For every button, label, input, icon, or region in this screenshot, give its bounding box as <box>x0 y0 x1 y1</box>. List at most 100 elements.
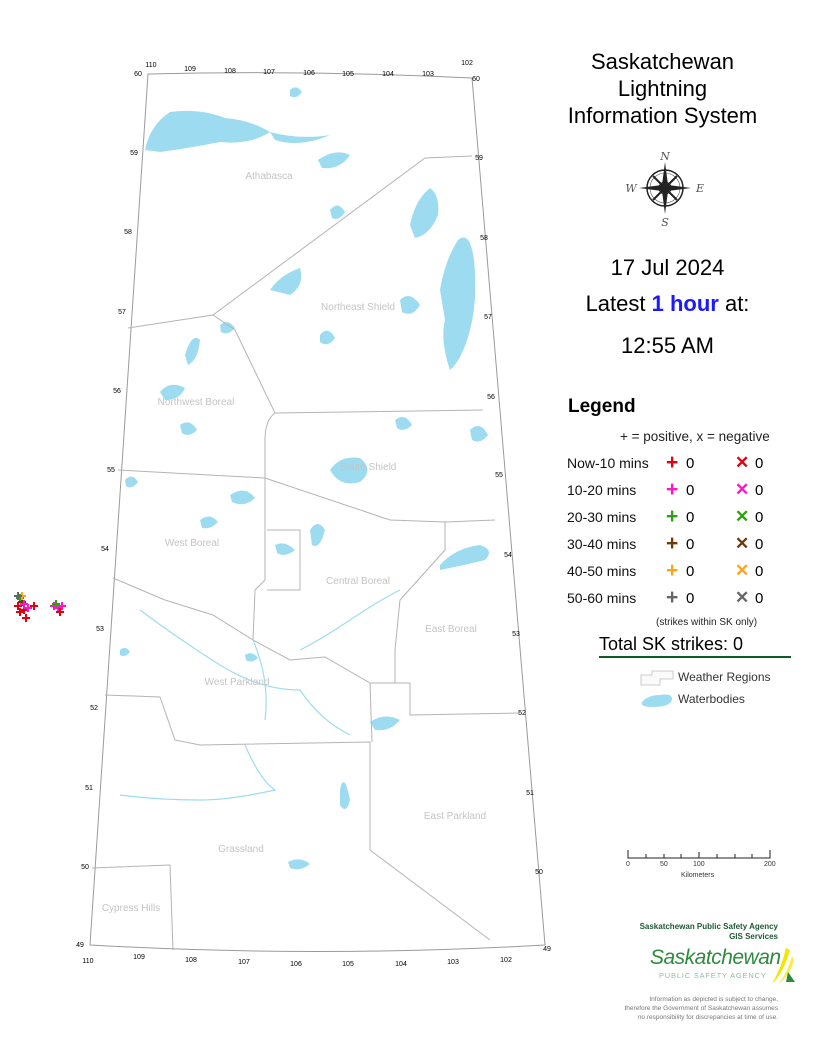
positive-strike-icon: + <box>666 586 679 609</box>
positive-strike-icon: + <box>666 559 679 582</box>
strike-marker <box>52 600 60 608</box>
latitude-label: 60 <box>134 71 142 78</box>
strike-marker <box>20 600 28 608</box>
waterbody <box>370 716 400 731</box>
positive-strike-icon: + <box>666 532 679 555</box>
longitude-label: 107 <box>263 69 275 76</box>
region-label: West Parkland <box>205 677 270 688</box>
negative-count: 0 <box>755 482 764 499</box>
waterbody <box>410 188 439 238</box>
latitude-label: 50 <box>535 869 543 876</box>
latitude-label: 58 <box>480 235 488 242</box>
negative-count: 0 <box>755 455 764 472</box>
longitude-label: 110 <box>82 958 93 965</box>
scale-tick: 100 <box>693 861 705 868</box>
negative-strike-icon: ✕ <box>735 480 750 499</box>
waterbody <box>310 524 325 546</box>
legend-row: 10-20 mins +0 ✕ 0 <box>567 479 787 502</box>
latitude-label: 56 <box>487 394 495 401</box>
latest-prefix: Latest <box>585 291 652 316</box>
legend-row-label: 30-40 mins <box>567 536 637 552</box>
time-label: 12:55 AM <box>621 333 714 358</box>
waterbody <box>245 653 258 662</box>
disclaimer-line: therefore the Government of Saskatchewan… <box>624 1005 778 1012</box>
legend-note: (strikes within SK only) <box>656 617 758 628</box>
region-label: Grassland <box>218 844 264 855</box>
weather-region-swatch-icon <box>640 670 674 686</box>
waterbody <box>270 268 302 295</box>
latitude-label: 54 <box>504 552 512 559</box>
compass-west: W <box>625 182 638 195</box>
negative-strike-icon: ✕ <box>735 507 750 526</box>
negative-count: 0 <box>755 509 764 526</box>
weather-region-boundaries <box>89 72 546 952</box>
latest-period: Latest 1 hour at: <box>560 291 775 317</box>
waterbody <box>125 476 138 488</box>
strike-marker <box>14 592 22 600</box>
waterbody <box>160 384 185 400</box>
waterbody <box>220 322 235 334</box>
negative-strike-icon: ✕ <box>735 561 750 580</box>
negative-count: 0 <box>755 563 764 580</box>
positive-strike-icon: + <box>666 505 679 528</box>
longitude-label: 108 <box>224 68 236 75</box>
agency-credit: Saskatchewan Public Safety Agency GIS Se… <box>600 922 778 942</box>
legend-row: 50-60 mins +0 ✕ 0 <box>567 586 787 610</box>
province-map[interactable]: Athabasca Northeast Shield Northwest Borea… <box>0 0 580 1056</box>
latitude-label: 57 <box>118 309 126 316</box>
date-label: 17 Jul 2024 <box>610 255 725 280</box>
negative-count: 0 <box>755 536 764 553</box>
negative-strike-icon: ✕ <box>735 453 750 472</box>
strike-marker <box>24 604 32 612</box>
negative-strike-icon: ✕ <box>735 588 750 607</box>
legend-row-label: 40-50 mins <box>567 563 637 579</box>
legend-row: Now-10 mins +0 ✕ 0 <box>567 451 787 475</box>
compass-rose-icon: N S W E <box>625 150 704 229</box>
waterbody <box>200 516 218 529</box>
scale-unit: Kilometers <box>681 872 715 879</box>
title-line: Information System <box>567 103 758 128</box>
legend-row: 20-30 mins +0 ✕ 0 <box>567 505 787 529</box>
latitude-label: 49 <box>543 946 551 953</box>
waterbody <box>145 110 270 152</box>
title-line: Lightning <box>617 76 708 101</box>
logo-text: Saskatchewan <box>650 946 781 969</box>
key-label: Weather Regions <box>678 670 771 684</box>
waterbody <box>340 782 350 809</box>
strike-marker <box>14 602 22 610</box>
disclaimer: Information as depicted is subject to ch… <box>590 995 778 1022</box>
scale-tick: 200 <box>764 861 776 868</box>
latitude-label: 51 <box>85 785 93 792</box>
latitude-label: 59 <box>475 155 483 162</box>
latitude-label: 52 <box>90 705 98 712</box>
longitude-label: 102 <box>500 957 512 964</box>
latitude-label: 58 <box>124 229 132 236</box>
agency-services: GIS Services <box>729 932 778 941</box>
latitude-label: 53 <box>512 631 520 638</box>
spsa-logo: Saskatchewan PUBLIC SAFETY AGENCY <box>650 946 800 986</box>
latitude-label: 51 <box>526 790 534 797</box>
longitude-label: 104 <box>395 961 407 968</box>
positive-strike-icon: + <box>666 451 679 474</box>
legend-subtitle: + = positive, x = negative <box>620 429 770 444</box>
compass-east: E <box>695 182 704 195</box>
strike-marker <box>56 608 64 616</box>
disclaimer-line: Information as depicted is subject to ch… <box>649 996 778 1003</box>
lightning-strikes-outside-sk <box>14 592 66 622</box>
positive-count: 0 <box>686 482 695 499</box>
legend-row: 30-40 mins +0 ✕ 0 <box>567 532 787 556</box>
scale-bar: 0 50 100 200 Kilometers <box>620 848 780 888</box>
longitude-label: 103 <box>447 959 459 966</box>
latest-suffix: at: <box>718 291 750 316</box>
latitude-label: 53 <box>96 626 104 633</box>
compass-north: N <box>659 150 670 163</box>
region-label: West Boreal <box>165 538 219 549</box>
latitude-label: 55 <box>495 472 503 479</box>
strike-marker <box>30 602 38 610</box>
strike-marker <box>16 608 24 616</box>
latitude-label: 57 <box>484 314 492 321</box>
region-label: East Boreal <box>425 624 477 635</box>
longitude-label: 109 <box>184 66 196 73</box>
disclaimer-line: no responsibility for discrepancies at t… <box>637 1014 778 1021</box>
scale-tick: 50 <box>660 861 668 868</box>
